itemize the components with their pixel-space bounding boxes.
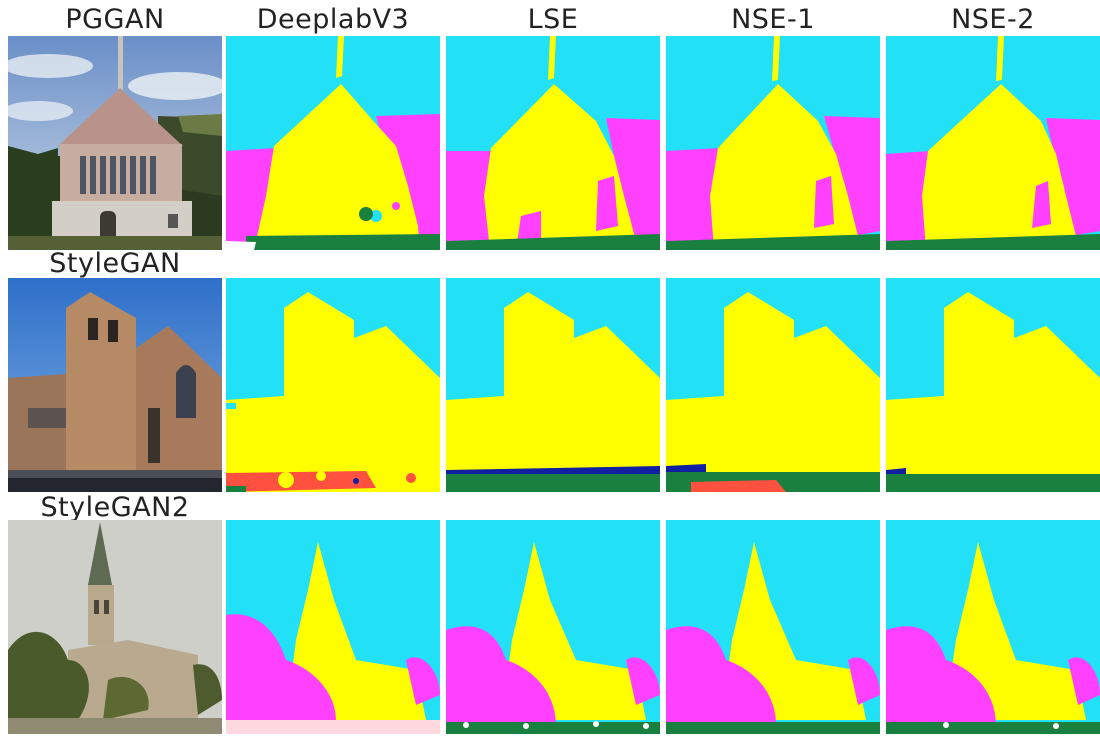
header-lse: LSE [527, 4, 579, 35]
header-nse-1: NSE-1 [731, 4, 815, 35]
seg-deeplabv3-row1 [226, 36, 440, 250]
seg-nse-1-row1 [666, 36, 880, 250]
header-nse-2: NSE-2 [951, 4, 1035, 35]
header-deeplabv3: DeeplabV3 [256, 4, 410, 35]
seg-nse-1-row2 [666, 278, 880, 492]
seg-lse-row1 [446, 36, 660, 250]
seg-nse-2-row2 [886, 278, 1100, 492]
seg-lse-row3 [446, 520, 660, 734]
row-label-stylegan2: StyleGAN2 [40, 492, 190, 523]
seg-deeplabv3-row2 [226, 278, 440, 492]
photo-stylegan-church [8, 278, 222, 492]
seg-nse-2-row3 [886, 520, 1100, 734]
header-pggan: PGGAN [65, 4, 165, 35]
seg-nse-2-row1 [886, 36, 1100, 250]
row-label-stylegan: StyleGAN [49, 248, 181, 279]
seg-nse-1-row3 [666, 520, 880, 734]
seg-lse-row2 [446, 278, 660, 492]
photo-pggan-church [8, 36, 222, 250]
photo-stylegan2-church [8, 520, 222, 734]
seg-deeplabv3-row3 [226, 520, 440, 734]
